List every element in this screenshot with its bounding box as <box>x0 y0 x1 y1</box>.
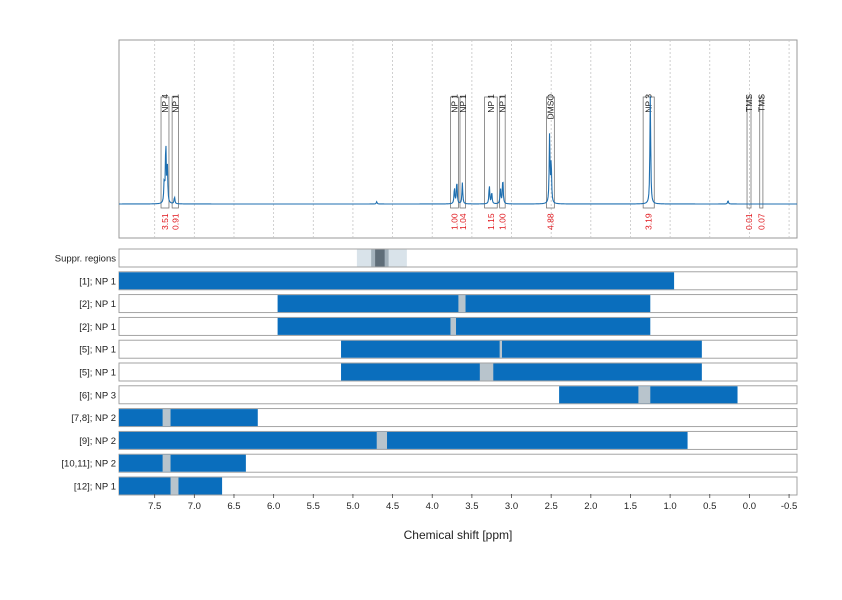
integral-value: 1.00 <box>497 213 507 230</box>
region-label: TMS <box>744 94 754 112</box>
integration-region-box <box>160 96 170 209</box>
x-tick-label: 7.5 <box>148 501 161 512</box>
region-label: TMS <box>756 94 766 112</box>
region-label: NP 1 <box>170 94 180 113</box>
region-bar <box>119 431 688 449</box>
integral-value: 3.51 <box>160 213 170 230</box>
region-gap <box>170 477 179 495</box>
region-gap <box>162 454 171 472</box>
integration-region-box <box>746 96 752 209</box>
x-tick-label: 6.0 <box>267 501 280 512</box>
region-bar <box>119 409 258 427</box>
x-tick-label: 5.5 <box>307 501 320 512</box>
row-label: [1]; NP 1 <box>79 276 116 287</box>
region-label: NP 1 <box>458 94 468 113</box>
integration-region-box <box>642 96 655 209</box>
region-label: NP 1 <box>449 94 459 113</box>
region-gap <box>458 295 466 313</box>
integral-value: 0.91 <box>170 213 180 230</box>
integration-region-box <box>484 96 498 209</box>
region-label: NP 1 <box>497 94 507 113</box>
x-tick-label: 1.0 <box>664 501 677 512</box>
region-gap <box>479 363 494 381</box>
row-label: [9]; NP 2 <box>79 436 116 447</box>
x-tick-label: 1.5 <box>624 501 637 512</box>
integral-value: 1.04 <box>458 213 468 230</box>
region-label: DMSO <box>545 94 555 120</box>
x-tick-label: 4.0 <box>426 501 439 512</box>
region-bar <box>119 454 246 472</box>
x-axis-label: Chemical shift [ppm] <box>404 528 513 542</box>
integration-region-box <box>459 96 466 209</box>
x-tick-label: 2.5 <box>545 501 558 512</box>
integral-value: 4.88 <box>545 213 555 230</box>
region-bar <box>119 272 675 290</box>
integration-region-box <box>499 96 506 209</box>
region-label: NP 4 <box>160 94 170 113</box>
x-tick-label: 3.5 <box>465 501 478 512</box>
x-tick-label: 0.0 <box>743 501 756 512</box>
row-label: [7,8]; NP 2 <box>71 413 116 424</box>
integral-value: 1.00 <box>449 213 459 230</box>
region-label: NP 3 <box>644 94 654 113</box>
suppression-row-frame <box>118 248 798 268</box>
integral-value: 0.07 <box>756 213 766 230</box>
row-label: [2]; NP 1 <box>79 322 116 333</box>
suppression-row-label: Suppr. regions <box>55 254 117 265</box>
region-gap <box>638 386 651 404</box>
x-tick-label: 5.0 <box>346 501 359 512</box>
integration-region-box <box>759 96 764 209</box>
integration-region-box <box>450 96 459 209</box>
integration-region-box <box>546 96 555 209</box>
region-bar <box>277 317 651 335</box>
spectrum-trace <box>119 96 797 205</box>
row-label: [10,11]; NP 2 <box>61 459 116 470</box>
region-bar <box>341 363 702 381</box>
region-gap <box>450 317 457 335</box>
x-tick-label: 3.0 <box>505 501 518 512</box>
x-tick-label: 6.5 <box>227 501 240 512</box>
region-gap <box>499 340 503 358</box>
x-tick-label: 4.5 <box>386 501 399 512</box>
row-label: [5]; NP 1 <box>79 368 116 379</box>
row-label: [12]; NP 1 <box>74 482 116 493</box>
region-bar <box>341 340 702 358</box>
spectrum-panel: NP 4 3.51 NP 1 0.91 NP 1 1.00 NP 1 1.04 NP 1 1.15… <box>118 39 798 239</box>
x-tick-label: 7.0 <box>188 501 201 512</box>
integral-value: 0.01 <box>744 213 754 230</box>
region-rows: Suppr. regions [1]; NP 1 [2]; NP 1 [2]; NP … <box>55 248 798 496</box>
x-tick-label: -0.5 <box>781 501 797 512</box>
integral-value: 3.19 <box>644 213 654 230</box>
integration-region-box <box>171 96 179 209</box>
x-axis: 7.5 7.0 6.5 6.0 5.5 5.0 4.5 4.0 3.5 3.0 2.5 2.0 1.5 1… <box>148 494 797 512</box>
region-label: NP 1 <box>486 94 496 113</box>
row-label: [6]; NP 3 <box>79 390 116 401</box>
region-gap <box>162 409 171 427</box>
integral-value: 1.15 <box>486 213 496 230</box>
row-label: [2]; NP 1 <box>79 299 116 310</box>
x-tick-label: 2.0 <box>584 501 597 512</box>
region-gap <box>376 431 388 449</box>
row-label: [5]; NP 1 <box>79 345 116 356</box>
suppression-region <box>375 249 385 267</box>
x-tick-label: 0.5 <box>703 501 716 512</box>
